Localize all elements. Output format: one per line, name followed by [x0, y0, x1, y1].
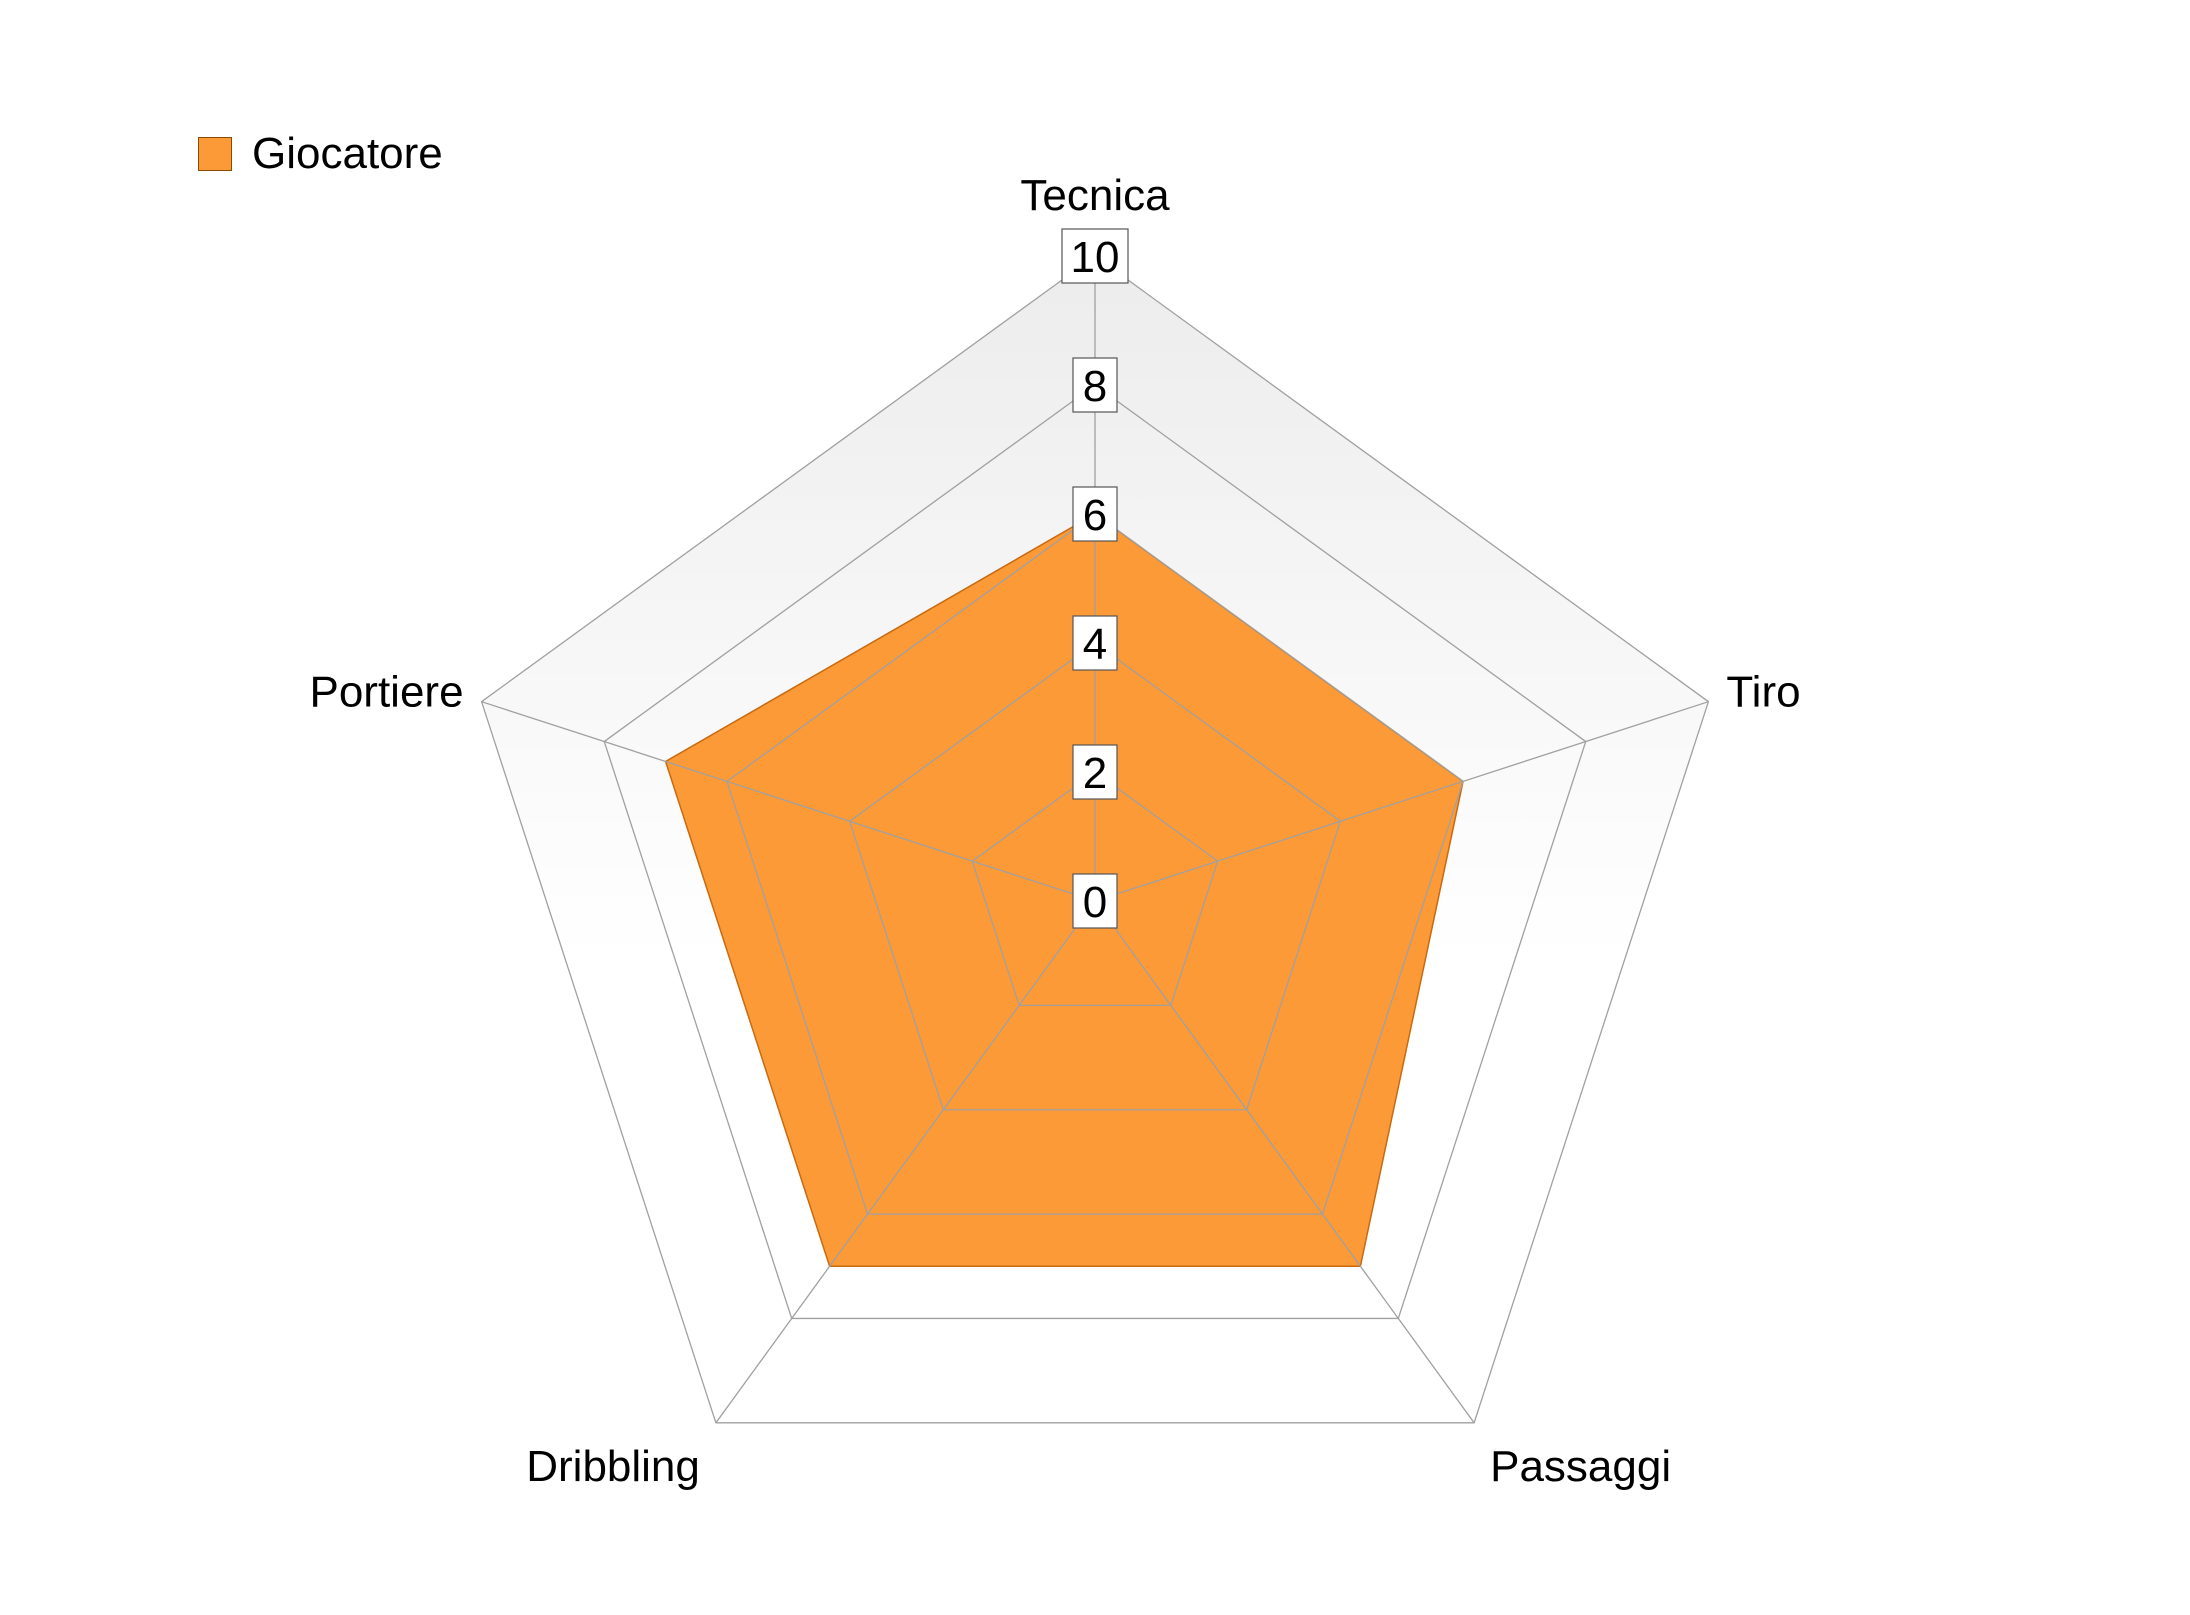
legend: Giocatore	[198, 132, 443, 176]
svg-text:6: 6	[1083, 491, 1107, 540]
tick-label-8: 8	[1073, 358, 1117, 412]
svg-text:2: 2	[1083, 749, 1107, 798]
category-label-portiere: Portiere	[309, 668, 463, 717]
tick-label-10: 10	[1062, 229, 1128, 283]
legend-label: Giocatore	[252, 132, 443, 176]
tick-label-4: 4	[1073, 616, 1117, 670]
legend-swatch	[198, 137, 232, 171]
svg-text:4: 4	[1083, 620, 1107, 669]
svg-text:10: 10	[1071, 233, 1120, 282]
tick-label-2: 2	[1073, 745, 1117, 799]
category-label-tecnica: Tecnica	[1020, 171, 1170, 220]
svg-text:8: 8	[1083, 362, 1107, 411]
category-label-dribbling: Dribbling	[526, 1442, 700, 1491]
tick-label-0: 0	[1073, 874, 1117, 928]
tick-label-6: 6	[1073, 487, 1117, 541]
svg-text:0: 0	[1083, 878, 1107, 927]
category-label-passaggi: Passaggi	[1490, 1442, 1671, 1491]
category-label-tiro: Tiro	[1726, 668, 1800, 717]
